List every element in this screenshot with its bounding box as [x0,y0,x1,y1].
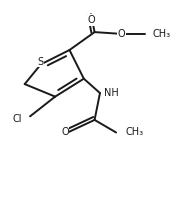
Text: CH₃: CH₃ [126,128,144,137]
Text: O: O [117,29,125,39]
Text: O: O [87,15,95,25]
Text: CH₃: CH₃ [153,29,171,39]
Text: S: S [38,57,44,67]
Text: Cl: Cl [13,114,22,124]
Text: NH: NH [104,88,118,98]
Text: O: O [61,128,69,137]
